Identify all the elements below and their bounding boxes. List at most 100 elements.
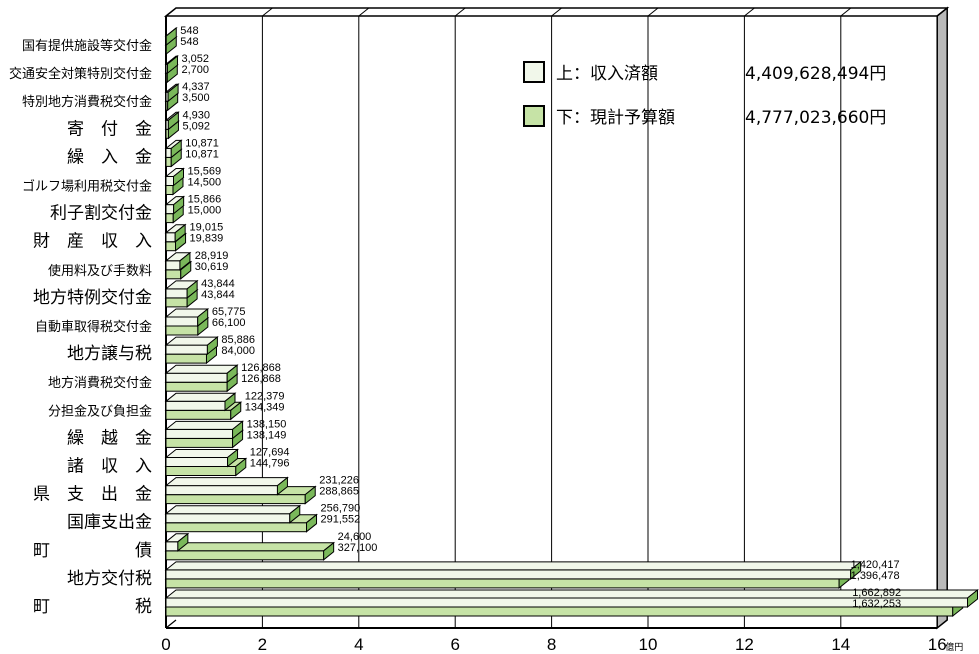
bar-received	[164, 392, 237, 412]
legend-swatch	[523, 105, 545, 127]
bar-budget-front	[165, 522, 308, 533]
bar-received	[164, 560, 863, 580]
bar-received-front	[165, 457, 229, 467]
bar-received	[164, 448, 239, 468]
category-label: 地方消費税交付金	[48, 375, 152, 391]
value-label-received: 24,600	[338, 531, 372, 543]
legend-series-name: 下：現計予算額	[556, 108, 675, 128]
value-label-received: 85,886	[221, 334, 255, 346]
value-label-received: 43,844	[201, 278, 235, 290]
bar-budget-side	[180, 260, 192, 280]
bar-received-top	[164, 505, 302, 515]
value-label-received: 1,420,417	[851, 559, 900, 571]
bar-received-top	[164, 449, 239, 458]
category-label: 特別地方消費税交付金	[22, 94, 152, 110]
bar-budget-front	[165, 213, 174, 224]
category-label: 繰 入 金	[67, 147, 152, 167]
value-label-received: 138,150	[247, 418, 287, 430]
value-label-received: 15,569	[188, 166, 222, 178]
gridline-top	[647, 7, 659, 17]
bar-received-front	[165, 176, 175, 186]
bar-received-front	[165, 372, 228, 383]
bar-received-side	[850, 560, 862, 580]
legend-series-total: 4,777,023,660円	[745, 108, 886, 128]
category-label: 使用料及び手数料	[48, 263, 152, 279]
x-tick-label: 0	[161, 635, 170, 654]
bar-received	[164, 26, 178, 47]
bar-received	[164, 223, 187, 243]
bar-received-side	[967, 588, 979, 609]
value-label-received: 10,871	[185, 137, 219, 149]
bar-received	[164, 111, 180, 131]
value-label-budget: 138,149	[247, 429, 287, 441]
bar-budget-side	[323, 541, 335, 561]
bar-received-side	[289, 504, 301, 524]
bar-received	[164, 420, 245, 440]
bar-received-side	[166, 55, 178, 75]
bar-received-side	[165, 26, 177, 47]
bar-received	[164, 588, 979, 609]
value-label-received: 65,775	[212, 306, 246, 318]
value-label-received: 231,226	[319, 475, 359, 487]
category-label: 自動車取得税交付金	[35, 319, 152, 335]
bar-received-side	[186, 279, 198, 299]
value-label-received: 548	[180, 25, 198, 37]
category-label: 県 支 出 金	[33, 485, 152, 505]
bar-received	[164, 195, 186, 215]
bar-budget-front	[165, 381, 228, 392]
bar-budget-front	[165, 269, 182, 280]
bar-received-front	[165, 485, 278, 496]
value-label-budget: 66,100	[212, 317, 246, 329]
bar-received-front	[165, 204, 175, 215]
category-label: 地方特例交付金	[33, 288, 152, 308]
value-label-budget: 19,839	[190, 233, 224, 245]
bar-received-top	[164, 420, 245, 430]
bar-budget-front	[165, 494, 306, 505]
bar-received	[164, 251, 192, 271]
category-label: ゴルフ場利用税交付金	[22, 179, 152, 195]
value-label-budget: 5,092	[182, 120, 210, 132]
bar-received-front	[165, 513, 291, 524]
value-label-budget: 548	[180, 36, 198, 48]
bar-received-front	[165, 569, 852, 580]
category-label: 財 産 収 入	[33, 232, 152, 252]
bar-budget-front	[165, 297, 188, 308]
bar-received-front	[165, 147, 172, 158]
category-label: 寄 付 金	[67, 119, 152, 139]
value-label-received: 4,337	[182, 81, 210, 93]
gridline-top	[840, 7, 852, 17]
bar-budget-front	[165, 156, 172, 167]
x-unit-label: 億円	[945, 641, 963, 653]
legend-series-name: 上：収入済額	[556, 64, 658, 84]
x-tick-label: 8	[547, 635, 556, 654]
bar-received	[164, 83, 180, 103]
bar-received-side	[197, 307, 209, 328]
category-label: 交通安全対策特別交付金	[9, 66, 152, 82]
bar-received-side	[224, 392, 236, 412]
bar-received-front	[165, 260, 181, 271]
bar-received-side	[174, 223, 186, 243]
value-label-budget: 134,349	[245, 401, 285, 413]
bar-series	[164, 26, 979, 618]
x-tick-label: 2	[258, 635, 267, 654]
bar-received-side	[170, 139, 182, 159]
bar-budget	[164, 541, 336, 561]
bar-budget-front	[165, 550, 325, 561]
category-label: 町 税	[33, 597, 152, 617]
legend-swatch	[523, 61, 545, 83]
value-label-received: 256,790	[321, 503, 361, 515]
value-label-budget: 291,552	[321, 514, 361, 526]
plot-side-wall	[936, 6, 948, 630]
bar-received-side	[206, 336, 218, 356]
legend-series-total: 4,409,628,494円	[745, 64, 886, 84]
bar-received-top	[164, 561, 863, 571]
gridline-top	[454, 7, 466, 17]
category-label: 地方譲与税	[67, 344, 152, 364]
bar-received-front	[165, 288, 188, 299]
value-label-received: 126,868	[241, 362, 281, 374]
bar-budget-front	[165, 409, 232, 420]
